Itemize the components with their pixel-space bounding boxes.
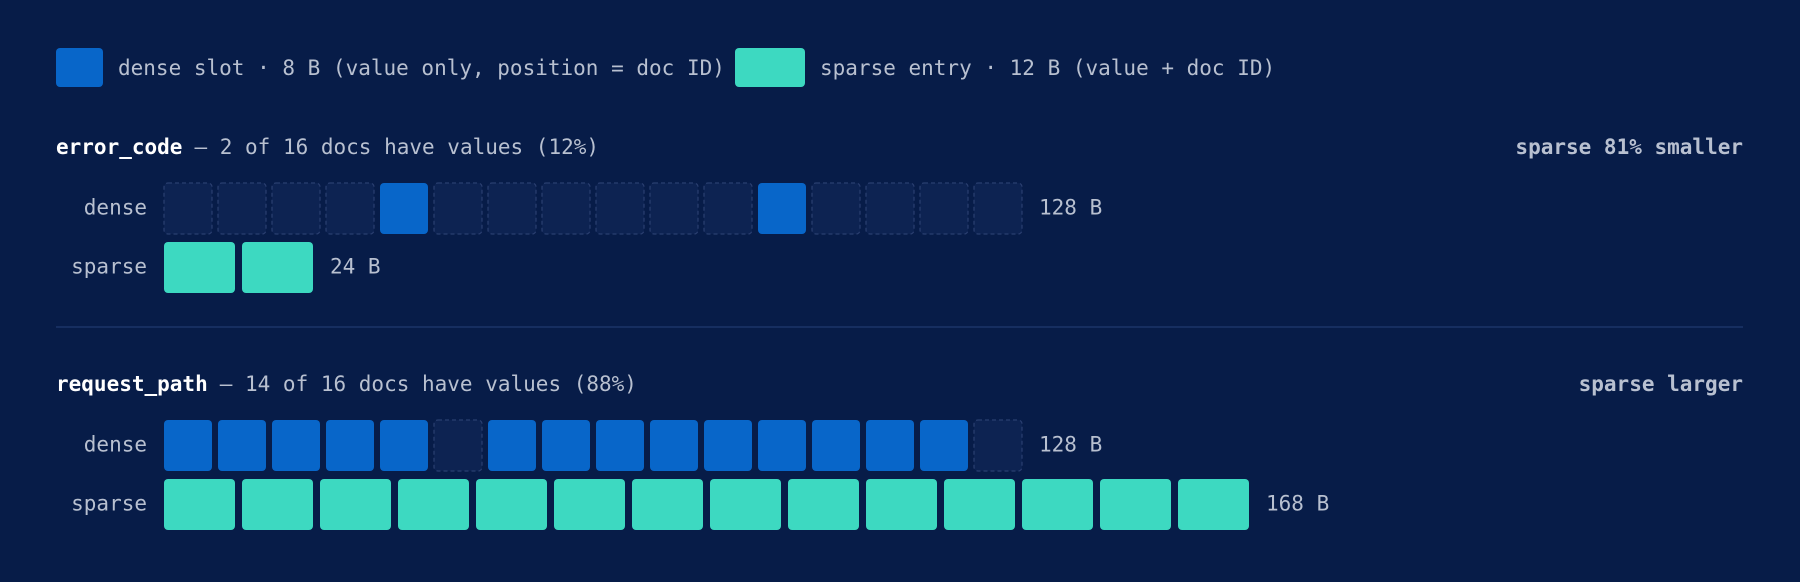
dense-slot-filled	[596, 420, 644, 471]
legend-swatch	[56, 48, 103, 87]
dense-size: 128 B	[1039, 196, 1102, 220]
dense-size: 128 B	[1039, 433, 1102, 457]
sparse-entry	[242, 242, 313, 293]
sparse-entry	[398, 479, 469, 530]
dense-slot-filled	[704, 420, 752, 471]
dense-slot-empty	[433, 419, 483, 472]
sparse-entry	[1100, 479, 1171, 530]
sparse-entry	[242, 479, 313, 530]
sparse-entry	[1178, 479, 1249, 530]
dense-slot-filled	[218, 420, 266, 471]
dense-slot-empty	[649, 182, 699, 235]
dense-slot-filled	[272, 420, 320, 471]
sparse-entry	[788, 479, 859, 530]
section-title: error_code — 2 of 16 docs have values (12…	[56, 135, 599, 159]
field-description: — 2 of 16 docs have values (12%)	[194, 135, 599, 159]
sparse-entry	[164, 479, 235, 530]
dense-slot-filled	[920, 420, 968, 471]
dense-slot-empty	[919, 182, 969, 235]
dense-slot-filled	[488, 420, 536, 471]
sparse-entry	[476, 479, 547, 530]
sparse-label: sparse	[71, 255, 147, 279]
sparse-entry	[632, 479, 703, 530]
sparse-size: 24 B	[330, 255, 381, 279]
dense-slot-filled	[380, 420, 428, 471]
field-description: — 14 of 16 docs have values (88%)	[220, 372, 637, 396]
dense-slot-empty	[487, 182, 537, 235]
dense-slot-empty	[973, 419, 1023, 472]
dense-label: dense	[84, 196, 147, 220]
dense-slot-filled	[650, 420, 698, 471]
verdict: sparse 81% smaller	[1515, 135, 1743, 159]
sparse-entry	[164, 242, 235, 293]
dense-slot-empty	[433, 182, 483, 235]
dense-slot-filled	[866, 420, 914, 471]
dense-slot-empty	[217, 182, 267, 235]
dense-slot-filled	[758, 420, 806, 471]
dense-slot-filled	[164, 420, 212, 471]
dense-slot-filled	[758, 183, 806, 234]
dense-slot-empty	[325, 182, 375, 235]
dense-slot-empty	[541, 182, 591, 235]
sparse-entry	[944, 479, 1015, 530]
dense-slot-filled	[542, 420, 590, 471]
sparse-entry	[320, 479, 391, 530]
sparse-entry	[554, 479, 625, 530]
sparse-size: 168 B	[1266, 492, 1329, 516]
field-name: request_path	[56, 372, 208, 396]
section-title: request_path — 14 of 16 docs have values …	[56, 372, 637, 396]
sparse-entry	[1022, 479, 1093, 530]
dense-slot-empty	[703, 182, 753, 235]
sparse-entry	[710, 479, 781, 530]
sparse-label: sparse	[71, 492, 147, 516]
dense-slot-empty	[595, 182, 645, 235]
field-name: error_code	[56, 135, 182, 159]
sparse-entry	[866, 479, 937, 530]
dense-slot-empty	[865, 182, 915, 235]
dense-slot-empty	[271, 182, 321, 235]
dense-slot-empty	[973, 182, 1023, 235]
verdict: sparse larger	[1579, 372, 1743, 396]
legend-label: dense slot · 8 B (value only, position =…	[118, 56, 725, 80]
dense-slot-filled	[380, 183, 428, 234]
dense-slot-filled	[812, 420, 860, 471]
dense-slot-empty	[811, 182, 861, 235]
legend-swatch	[735, 48, 805, 87]
dense-slot-empty	[163, 182, 213, 235]
legend-label: sparse entry · 12 B (value + doc ID)	[820, 56, 1275, 80]
dense-label: dense	[84, 433, 147, 457]
dense-slot-filled	[326, 420, 374, 471]
